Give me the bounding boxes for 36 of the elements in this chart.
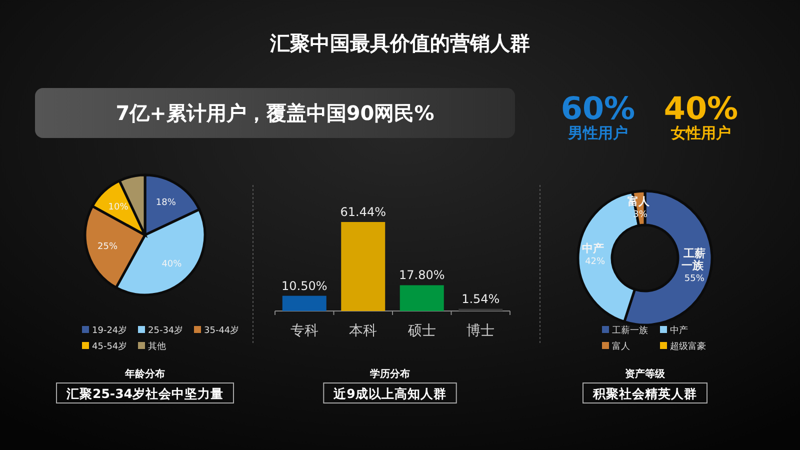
text: 7亿+累计用户，覆盖中国90网民% xyxy=(116,101,434,125)
data-label: 25% xyxy=(98,242,118,252)
legend-label: 富人 xyxy=(612,341,630,352)
legend-label: 中产 xyxy=(670,325,688,336)
text: 近9成以上高知人群 xyxy=(332,386,446,401)
text: 年龄分布 xyxy=(124,368,165,380)
text: 积聚社会精英人群 xyxy=(592,386,697,401)
x-tick-label: 专科 xyxy=(290,323,318,339)
text: 汇聚25-34岁社会中坚力量 xyxy=(66,386,224,401)
data-label: 中产 42% xyxy=(582,242,608,267)
category-label: 男性用户 xyxy=(567,124,628,142)
legend-label: 19-24岁 xyxy=(92,325,128,336)
data-label: 10.50% xyxy=(281,278,328,293)
text: 学历分布 xyxy=(370,368,410,380)
data-label: 61.44% xyxy=(340,205,386,219)
bar xyxy=(341,222,386,311)
legend-label: 35-44岁 xyxy=(204,325,240,336)
data-label: 18% xyxy=(156,198,176,208)
data-label: 40% xyxy=(162,259,182,270)
data-label: 17.80% xyxy=(398,268,445,282)
legend-label: 25-34岁 xyxy=(148,325,184,336)
legend-label: 45-54岁 xyxy=(92,341,128,352)
data-label: 1.54% xyxy=(462,292,500,306)
category-label: 女性用户 xyxy=(670,124,731,142)
bar xyxy=(400,285,444,311)
text: 汇聚中国最具价值的营销人群 xyxy=(269,31,530,55)
data-label: 10% xyxy=(108,202,129,213)
x-tick-label: 博士 xyxy=(466,323,495,339)
x-tick-label: 硕士 xyxy=(406,323,436,339)
legend-label: 超级富豪 xyxy=(670,341,706,352)
x-tick-label: 本科 xyxy=(349,323,378,339)
legend-label: 其他 xyxy=(148,341,166,352)
bar xyxy=(282,296,326,311)
data-label: 工薪一族 55% xyxy=(681,246,708,284)
legend-label: 工薪一族 xyxy=(612,325,648,336)
text: 资产等级 xyxy=(625,368,666,380)
